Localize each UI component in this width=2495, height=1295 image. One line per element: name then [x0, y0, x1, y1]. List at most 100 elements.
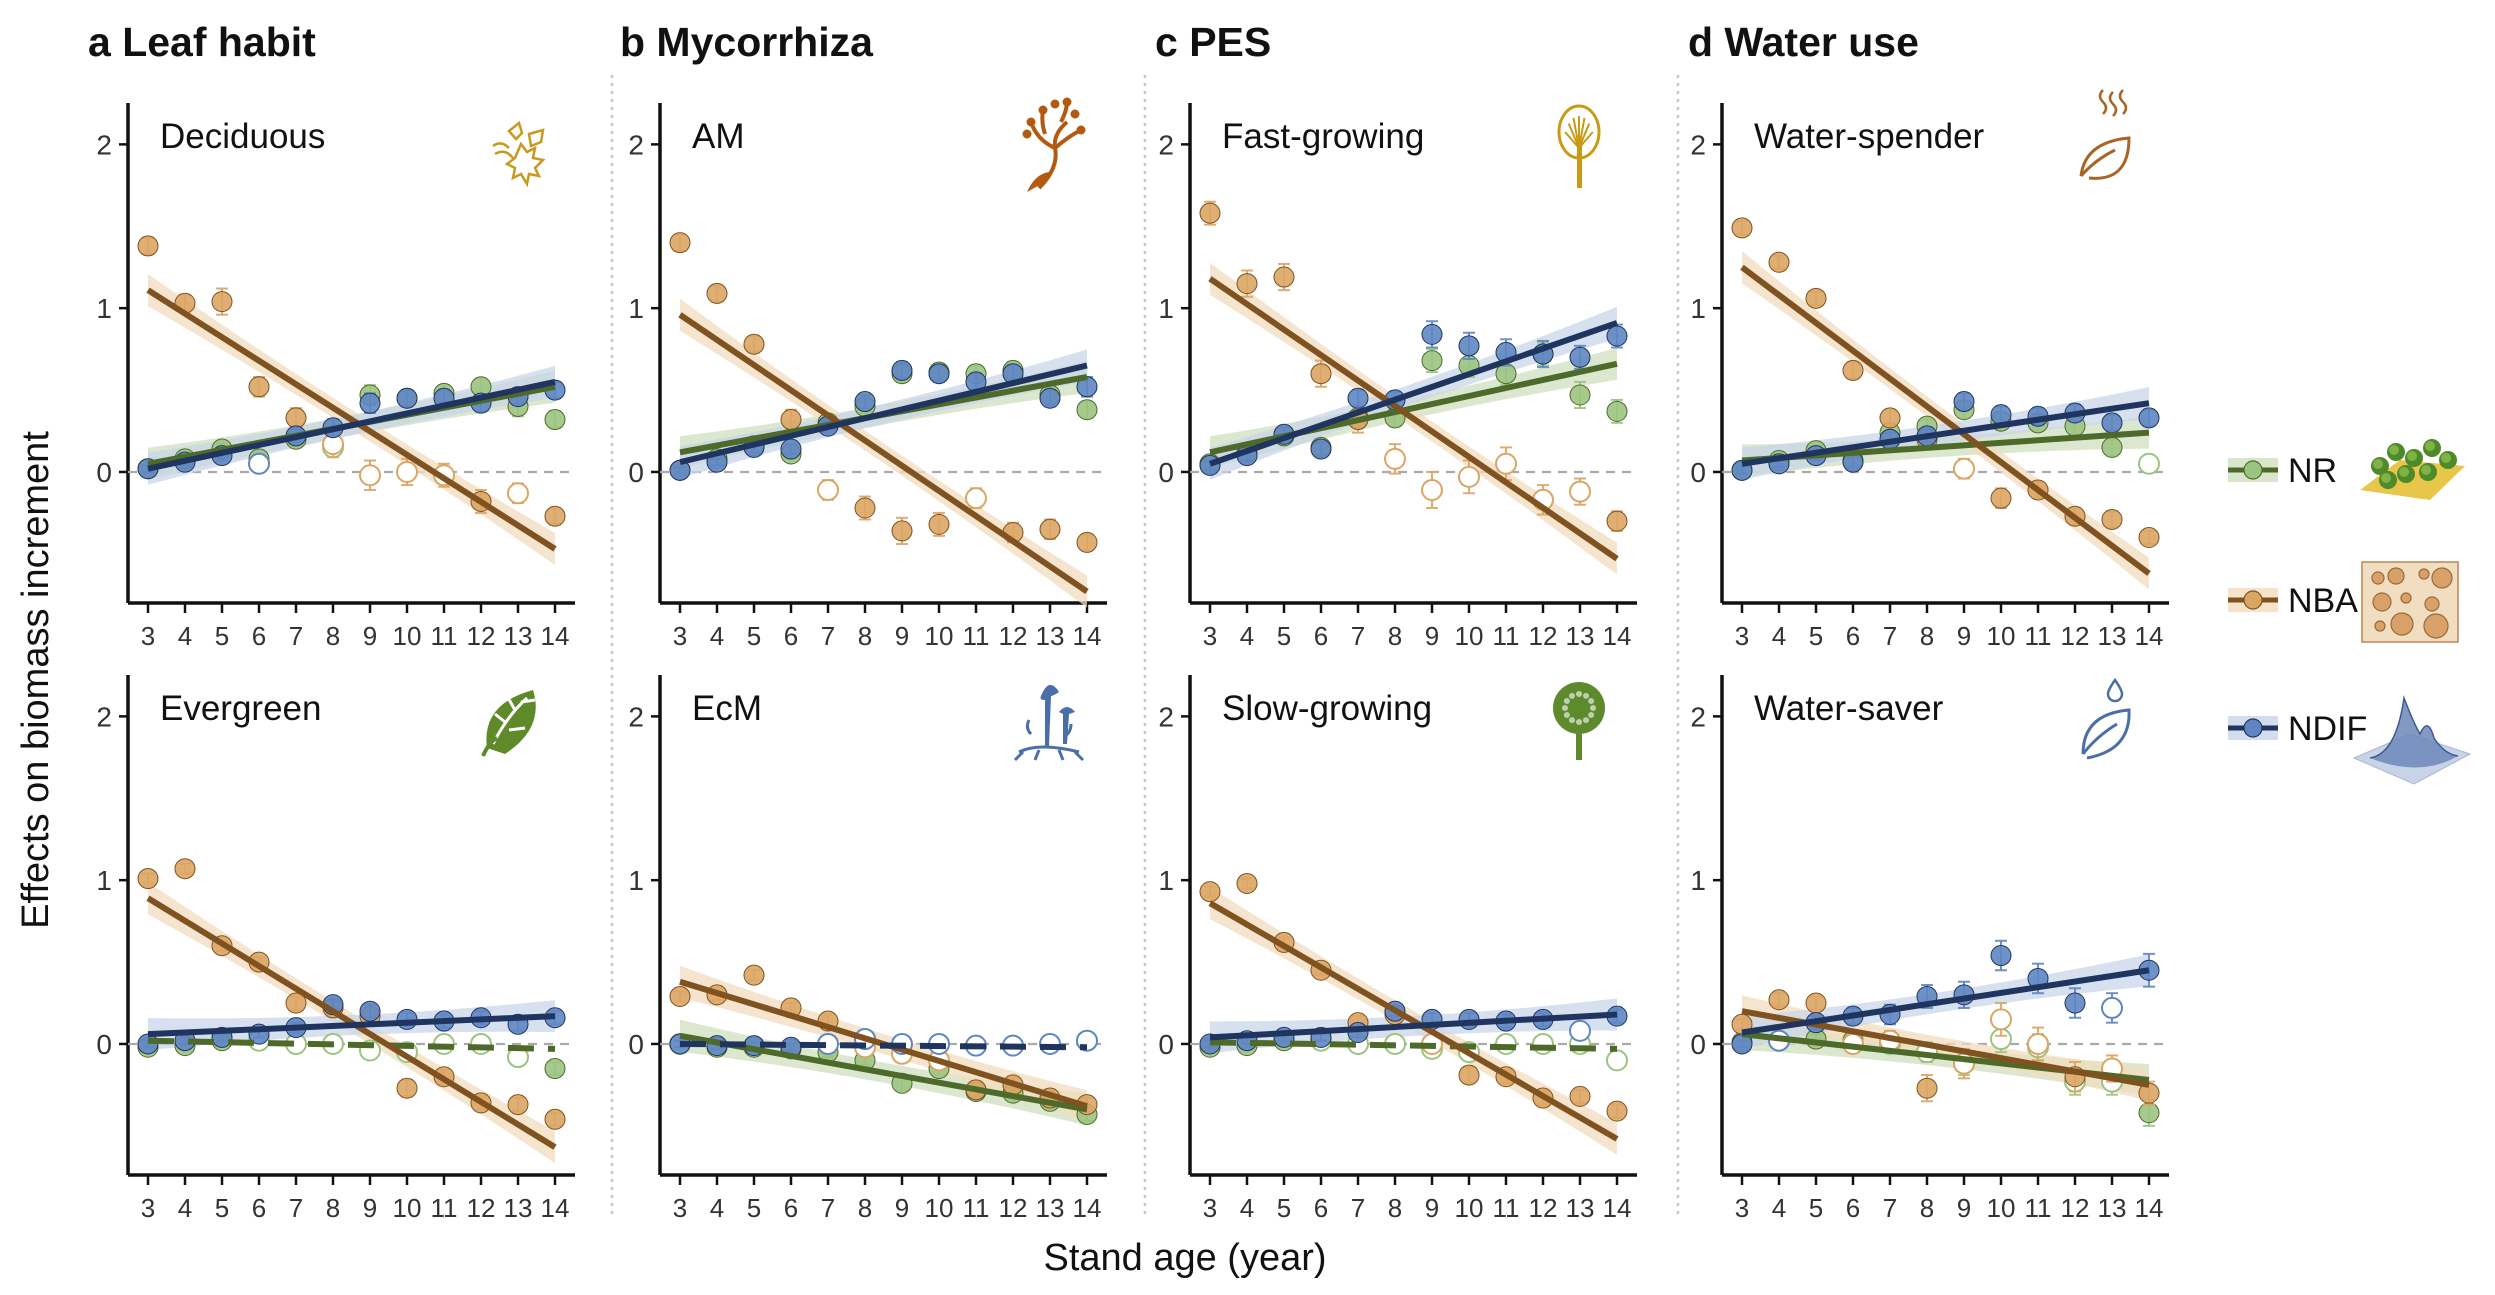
x-tick-label: 11 — [963, 621, 990, 651]
data-point-open-nba — [396, 460, 418, 483]
y-tick-label: 0 — [96, 457, 112, 488]
y-tick-label: 1 — [96, 865, 112, 896]
x-tick-label: 6 — [784, 1193, 798, 1223]
tree-highlight — [2407, 451, 2417, 461]
x-tick-label: 13 — [504, 621, 533, 651]
fit-line-ndif — [1741, 967, 2150, 1036]
leaf-outline — [507, 120, 524, 141]
panel-title: EcM — [692, 689, 762, 728]
density-surface-icon — [2352, 695, 2472, 785]
wind-lines — [492, 142, 514, 159]
x-tick-label: 5 — [1277, 621, 1291, 651]
data-point-nr — [1076, 399, 1098, 421]
crown-branch — [1578, 117, 1586, 149]
y-tick-label: 1 — [1158, 293, 1174, 324]
x-tick-label: 14 — [541, 621, 570, 651]
x-tick-label: 5 — [1809, 1193, 1823, 1223]
x-tick-label: 7 — [1883, 1193, 1897, 1223]
x-tick-label: 9 — [1957, 621, 1971, 651]
data-point-open-nba — [507, 482, 529, 505]
y-tick-label: 2 — [628, 129, 644, 160]
y-tick-label: 0 — [628, 1029, 644, 1060]
steam-lines — [2098, 89, 2128, 117]
data-point-nba — [248, 376, 270, 398]
legend-label: NDIF — [2288, 710, 2367, 748]
x-tick-label: 14 — [2135, 1193, 2164, 1223]
data-point-ndif — [1458, 335, 1480, 357]
data-point-nr — [1569, 384, 1591, 406]
data-point-open-nba — [965, 487, 987, 510]
data-point-nr — [1421, 350, 1443, 372]
x-tick-label: 6 — [1314, 1193, 1328, 1223]
x-tick-label: 10 — [1455, 1193, 1484, 1223]
x-tick-label: 11 — [2025, 621, 2052, 651]
y-tick-label: 1 — [628, 293, 644, 324]
mushroom-icon — [1013, 684, 1085, 762]
x-tick-label: 9 — [895, 1193, 909, 1223]
data-point-open-nr — [1495, 1032, 1517, 1055]
crown-dot — [1576, 691, 1582, 697]
data-point-open-ndif — [1569, 1019, 1591, 1042]
x-tick-label: 8 — [326, 621, 340, 651]
x-tick-label: 10 — [393, 621, 422, 651]
x-tick-label: 8 — [858, 621, 872, 651]
arbuscule-dot — [1022, 129, 1032, 139]
arbuscule-dot — [1070, 109, 1080, 119]
data-point-open-nr — [1606, 1049, 1628, 1072]
water-droplet — [2106, 677, 2124, 703]
x-tick-label: 10 — [925, 621, 954, 651]
data-point-nr — [544, 409, 566, 431]
x-tick-label: 4 — [710, 1193, 724, 1223]
mushroom-cap-tall — [1040, 684, 1059, 746]
data-point-nba — [174, 858, 196, 880]
x-tick-label: 7 — [289, 621, 303, 651]
data-point-nba — [285, 992, 307, 1014]
leaf-outline — [527, 128, 545, 148]
fit-line-nr — [1209, 1039, 1618, 1052]
x-tick-label: 3 — [1203, 621, 1217, 651]
leaf-outline — [2081, 708, 2131, 760]
y-tick-label: 2 — [1690, 129, 1706, 160]
x-tick-label: 6 — [784, 621, 798, 651]
basal-area-circle — [2424, 596, 2440, 612]
x-tick-label: 12 — [999, 621, 1028, 651]
data-point-open-ndif — [2101, 996, 2123, 1019]
data-point-nba — [396, 1077, 418, 1099]
crown-branch — [1564, 131, 1580, 149]
data-point-open-nr — [470, 1032, 492, 1055]
crown-dot — [1569, 692, 1575, 699]
x-axis-label: Stand age (year) — [1043, 1237, 1326, 1279]
tree-highlight — [2389, 445, 2399, 455]
data-point-nba — [743, 333, 765, 355]
x-tick-label: 8 — [1920, 621, 1934, 651]
basal-area-circle — [2372, 592, 2392, 612]
x-tick-label: 6 — [252, 1193, 266, 1223]
fit-line-ndif — [147, 378, 556, 472]
legend-item-ndif: NDIF — [2228, 695, 2472, 785]
y-tick-label: 2 — [1158, 701, 1174, 732]
legend-label: NBA — [2288, 582, 2358, 620]
tree-highlight — [2399, 467, 2409, 477]
x-tick-label: 9 — [1957, 1193, 1971, 1223]
panel-title: AM — [692, 117, 745, 156]
y-tick-label: 0 — [1690, 1029, 1706, 1060]
x-tick-label: 9 — [1425, 1193, 1439, 1223]
panel-title: Slow-growing — [1222, 689, 1432, 728]
data-point-nba — [285, 407, 307, 429]
data-point-open-nba — [1990, 1008, 2012, 1031]
x-tick-label: 8 — [1388, 1193, 1402, 1223]
tree-highlight — [2381, 473, 2391, 483]
arbuscule-dot — [1050, 99, 1060, 109]
fit-line-ndif — [147, 1013, 556, 1038]
root-hairs — [1025, 719, 1073, 738]
data-point-nr — [544, 1058, 566, 1080]
root-tip — [1027, 172, 1049, 192]
x-tick-label: 6 — [1314, 621, 1328, 651]
panel-title: Water-saver — [1754, 689, 1944, 728]
data-point-open-ndif — [248, 452, 270, 475]
data-point-open-nba — [359, 464, 381, 487]
data-point-ndif — [928, 363, 950, 385]
